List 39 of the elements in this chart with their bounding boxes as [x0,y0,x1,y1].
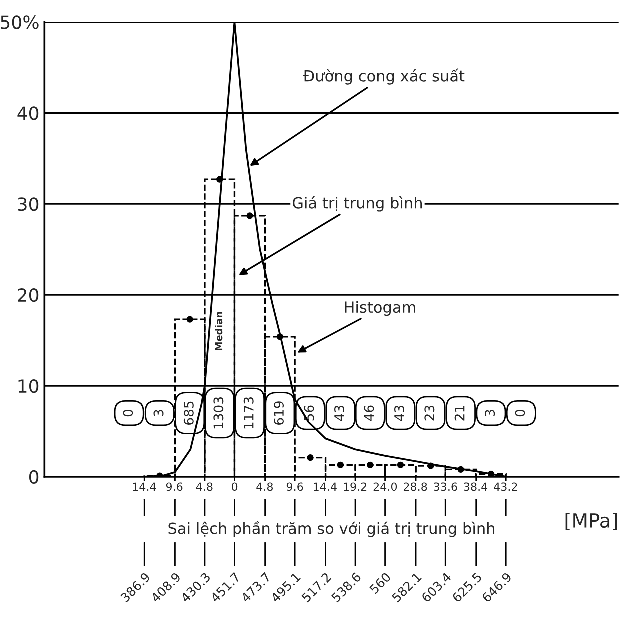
annotation: 43 [394,406,404,422]
annotation: 1173 [244,398,254,429]
y-tick-label: 40 [18,106,39,120]
annotation: 0 [515,410,526,417]
annotation: 46 [364,406,374,422]
annotation: Histogam [345,301,416,316]
annotation: 3 [485,410,496,416]
x-tick-label: 560 [369,572,392,594]
annotation: 619 [274,402,284,425]
x2-tick-label: 0 [232,482,238,492]
x2-tick-label: 14.4 [133,482,156,491]
y-tick-label: 20 [18,288,39,302]
annotation: Đường cong xác suất [303,68,465,85]
x2-tick-label: 9.6 [166,482,183,492]
annotation: 1303 [214,398,224,429]
x2-tick-label: 4.8 [256,482,273,492]
x2-tick-label: 38.4 [464,482,488,492]
x2-tick-label: 28.8 [404,482,428,492]
annotation: 0 [123,410,134,417]
x2-tick-label: 19.2 [344,482,367,492]
annotation: 43 [334,406,344,422]
y-tick-label: 50% [1,16,39,30]
y-tick-label: 0 [30,470,39,484]
annotation: 3 [154,410,164,416]
annotation: 23 [424,406,435,421]
x2-tick-label: 4.8 [196,482,213,492]
x2-tick-label: 33.6 [434,482,458,492]
x2-axis-title: Sai lệch phần trăm so với giá trị trung bình [168,521,495,538]
x-axis-title: [MPa] [566,513,618,530]
y-tick-label: 10 [18,379,39,394]
x2-tick-label: 43.2 [494,482,518,492]
x2-tick-label: 24.0 [374,482,398,492]
annotation: 685 [184,402,194,425]
y-tick-label: 30 [18,198,39,212]
annotation: Giá trị trung bình [292,196,422,212]
x2-tick-label: 14.4 [314,482,337,491]
annotation: Median [215,312,223,351]
annotation: 21 [454,406,465,421]
x2-tick-label: 9.6 [286,482,304,492]
